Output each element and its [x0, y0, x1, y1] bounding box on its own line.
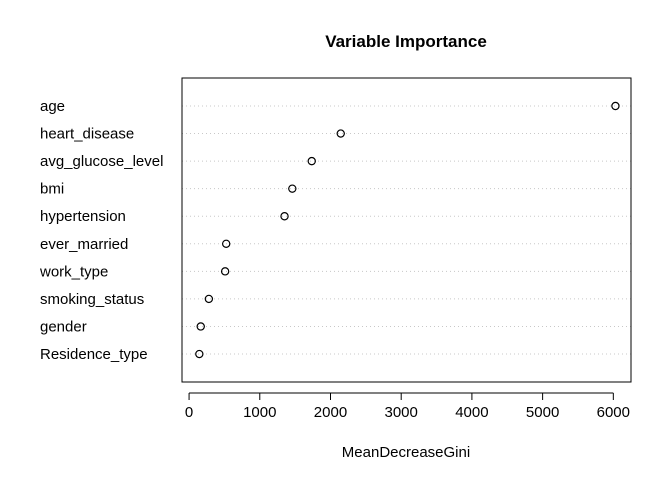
point-bmi — [288, 184, 297, 193]
point-hypertension — [280, 212, 289, 221]
chart-title: Variable Importance — [325, 32, 487, 51]
category-label-hypertension: hypertension — [40, 208, 126, 225]
category-label-gender: gender — [40, 318, 87, 335]
point-age — [611, 101, 620, 111]
point-gender — [196, 322, 205, 331]
x-tick-label-1000: 1000 — [243, 404, 276, 421]
data-points — [195, 101, 620, 359]
point-work_type — [220, 267, 230, 276]
x-tick-label-0: 0 — [185, 404, 193, 421]
category-label-smoking_status: smoking_status — [40, 291, 144, 308]
x-tick-label-6000: 6000 — [597, 404, 630, 421]
x-tick-label-5000: 5000 — [526, 404, 559, 421]
grid-lines — [182, 105, 631, 355]
x-tick-label-4000: 4000 — [455, 404, 488, 421]
x-tick-label-3000: 3000 — [385, 404, 418, 421]
point-Residence_type — [195, 349, 204, 359]
x-axis-label: MeanDecreaseGini — [342, 444, 470, 461]
category-label-avg_glucose_level: avg_glucose_level — [40, 153, 163, 170]
category-label-heart_disease: heart_disease — [40, 126, 134, 143]
category-label-ever_married: ever_married — [40, 236, 128, 253]
category-label-age: age — [40, 98, 65, 115]
x-tick-label-2000: 2000 — [314, 404, 347, 421]
category-label-Residence_type: Residence_type — [40, 346, 148, 363]
point-smoking_status — [204, 294, 214, 304]
x-axis: 0 1000 2000 3000 4000 5000 6000 — [185, 392, 630, 421]
category-label-bmi: bmi — [40, 181, 64, 198]
category-label-work_type: work_type — [39, 263, 108, 280]
plot-frame — [181, 77, 632, 383]
point-ever_married — [221, 239, 231, 248]
point-heart_disease — [336, 129, 345, 138]
point-avg_glucose_level — [307, 156, 316, 166]
